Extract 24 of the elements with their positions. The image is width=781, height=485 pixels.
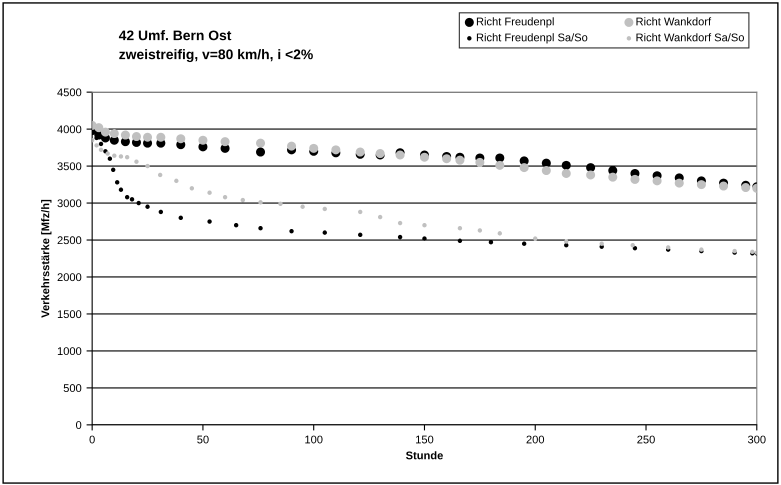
legend-label: Richt Wankdorf	[636, 17, 712, 26]
y-tick-label: 3500	[57, 162, 82, 170]
legend-label: Richt Freudenpl Sa/So	[476, 33, 588, 44]
x-tick-label: 250	[637, 436, 655, 444]
x-axis-title: Stunde	[406, 451, 443, 460]
y-axis-title: Verkehrsstärke [Mfz/h]	[41, 200, 52, 318]
x-tick-label: 200	[526, 436, 544, 444]
x-tick-label: 300	[748, 436, 766, 444]
legend-label: Richt Wankdorf Sa/So	[636, 33, 744, 42]
y-tick-label: 1500	[58, 310, 82, 318]
chart-title: 42 Umf. Bern Ost zweistreifig, v=80 km/h, i <2%	[118, 30, 313, 62]
y-tick-label: 2000	[58, 273, 82, 282]
y-tick-label: 500	[64, 384, 82, 392]
x-tick-label: 0	[90, 436, 95, 444]
y-tick-label: 4500	[57, 88, 82, 96]
x-tick-label: 50	[197, 436, 209, 444]
legend-label: Richt Freudenpl	[476, 17, 554, 28]
y-tick-label: 4000	[57, 125, 82, 134]
y-tick-label: 3000	[57, 199, 82, 208]
x-tick-label: 150	[416, 436, 434, 444]
y-tick-label: 2500	[58, 236, 82, 244]
y-tick-label: 0	[76, 421, 82, 429]
y-tick-label: 1000	[58, 347, 82, 356]
x-tick-label: 100	[305, 436, 323, 444]
